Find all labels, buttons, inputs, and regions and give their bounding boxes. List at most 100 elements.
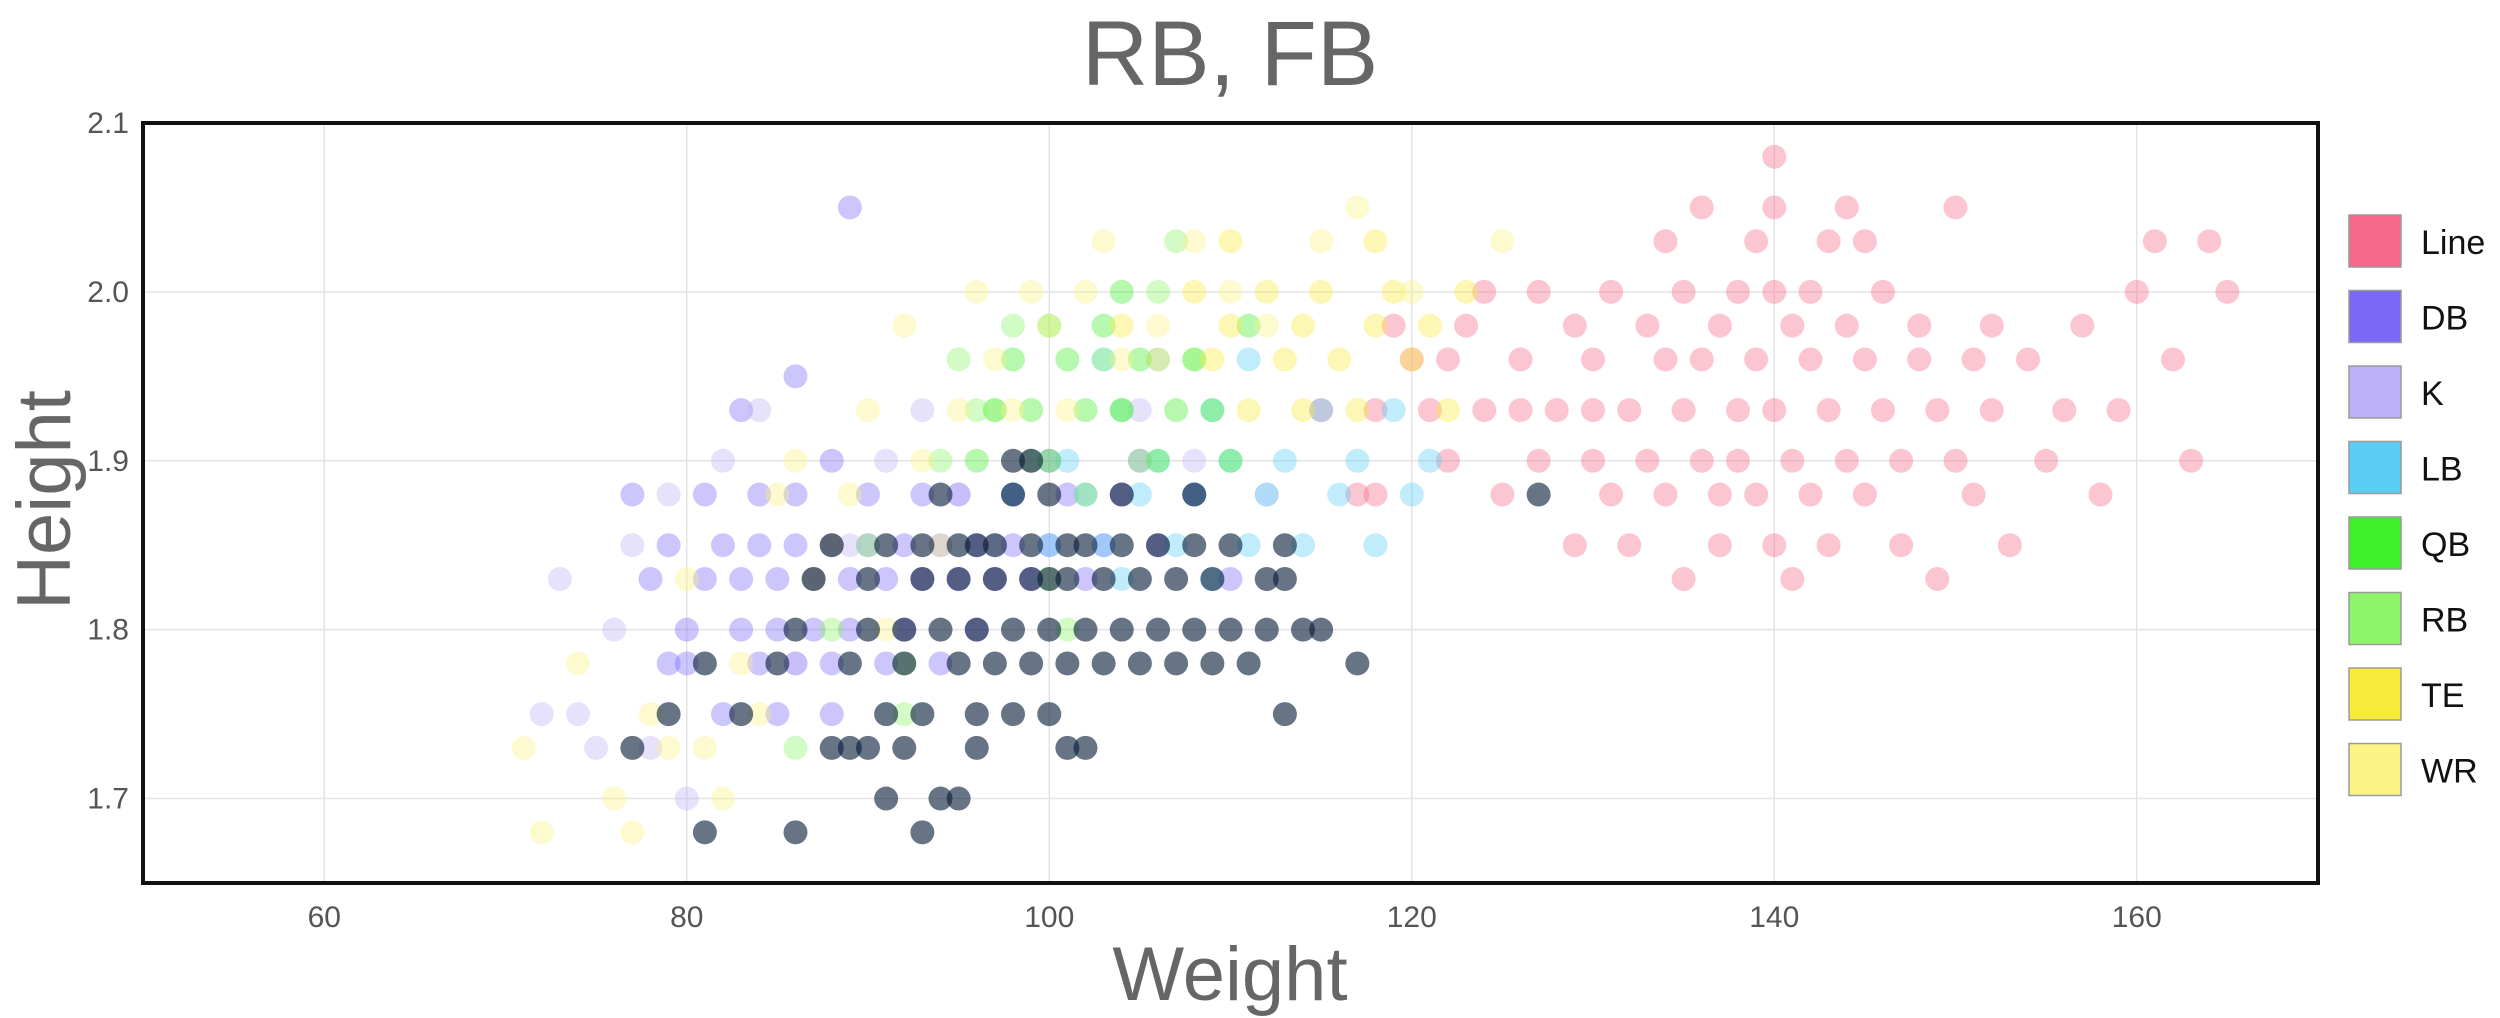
data-point [910, 482, 935, 507]
data-point [765, 702, 790, 727]
data-point [674, 567, 699, 591]
legend-label: K [2421, 375, 2444, 413]
data-point [656, 735, 681, 760]
data-point [1236, 313, 1261, 338]
data-point [2106, 398, 2131, 423]
data-point [674, 651, 699, 676]
y-axis-label: Height [2, 390, 87, 610]
data-point [964, 735, 989, 760]
x-tick-label: 120 [1387, 901, 1437, 934]
data-point [1943, 195, 1968, 220]
data-point [1146, 533, 1170, 558]
legend-label: WR [2421, 753, 2478, 791]
data-point [747, 702, 772, 727]
legend-label: Line [2421, 224, 2485, 262]
data-point [819, 651, 844, 676]
data-point [1127, 482, 1152, 507]
data-point [1744, 482, 1769, 507]
data-point [1707, 313, 1732, 338]
data-point [1363, 313, 1388, 338]
data-point [1635, 448, 1660, 473]
data-point [711, 702, 735, 727]
series-line [1309, 144, 2240, 591]
data-point [1037, 313, 1062, 338]
data-point [1726, 398, 1750, 423]
data-point [1834, 195, 1859, 220]
data-point [982, 398, 1007, 423]
data-point [1182, 347, 1207, 372]
data-point [874, 651, 899, 676]
data-point [964, 533, 989, 558]
data-point [1164, 567, 1189, 591]
data-point [1689, 347, 1714, 372]
data-point [1182, 347, 1207, 372]
data-point [1345, 448, 1370, 473]
data-point [1146, 279, 1170, 304]
data-point [547, 567, 572, 591]
data-point [1762, 533, 1787, 558]
data-point [1399, 279, 1424, 304]
data-point [638, 567, 663, 591]
data-point [1091, 313, 1116, 338]
data-point [1091, 651, 1116, 676]
data-point [1109, 567, 1134, 591]
data-point [946, 786, 971, 811]
data-point [1236, 651, 1261, 676]
data-point [982, 651, 1007, 676]
data-point [1109, 398, 1134, 423]
data-point [910, 448, 935, 473]
legend: Line DB K LB QB RB TE WR [2348, 214, 2485, 797]
data-point [964, 617, 989, 642]
data-point [874, 567, 899, 591]
data-point [856, 533, 880, 558]
data-point [692, 651, 717, 676]
data-point [1200, 398, 1225, 423]
data-point [1327, 482, 1352, 507]
data-point [1852, 229, 1877, 254]
chart-title: RB, FB [1082, 3, 1378, 105]
data-point [1436, 398, 1460, 423]
data-point [1001, 702, 1025, 727]
data-point [1381, 279, 1406, 304]
data-point [1816, 229, 1841, 254]
data-point [1200, 347, 1225, 372]
data-point [1436, 347, 1460, 372]
data-point [1218, 279, 1243, 304]
data-point [1182, 229, 1207, 254]
data-point [1055, 567, 1080, 591]
data-point [1236, 533, 1261, 558]
data-point [1001, 482, 1025, 507]
data-point [837, 195, 862, 220]
data-point [946, 651, 971, 676]
series-rb-fb-highlighted- [620, 448, 1551, 845]
data-point [1544, 398, 1569, 423]
data-point [1254, 313, 1279, 338]
data-point [982, 567, 1007, 591]
data-point [783, 735, 808, 760]
data-point [674, 786, 699, 811]
data-point [566, 702, 590, 727]
data-point [2161, 347, 2185, 372]
data-point [529, 702, 554, 727]
data-point [1127, 651, 1152, 676]
data-point [1726, 279, 1750, 304]
data-point [1127, 448, 1152, 473]
data-point [856, 617, 880, 642]
data-point [1816, 398, 1841, 423]
data-point [1363, 398, 1388, 423]
data-point [1146, 347, 1170, 372]
legend-swatch [2348, 591, 2402, 646]
data-point [1001, 347, 1025, 372]
x-axis-label: Weight [1112, 932, 1347, 1017]
data-point [964, 702, 989, 727]
data-point [1526, 448, 1551, 473]
data-point [1399, 482, 1424, 507]
data-point [801, 617, 826, 642]
data-point [928, 651, 953, 676]
data-point [1780, 567, 1805, 591]
data-point [1327, 347, 1352, 372]
data-point [1671, 567, 1696, 591]
data-point [982, 347, 1007, 372]
data-point [1653, 229, 1678, 254]
data-point [892, 735, 917, 760]
